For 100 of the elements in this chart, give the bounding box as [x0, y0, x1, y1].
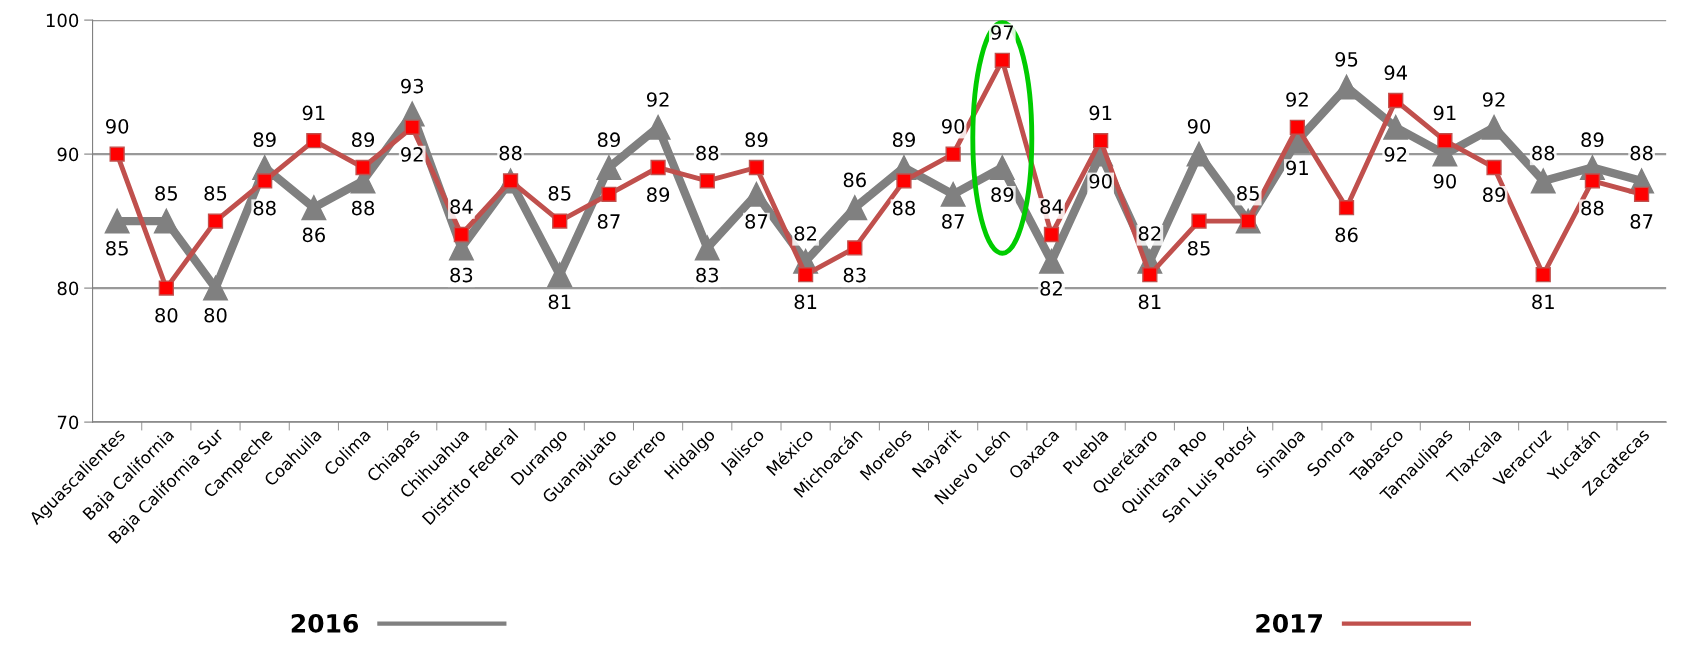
data-label: 90: [1089, 173, 1112, 189]
point: [596, 154, 622, 181]
data-label: 88: [1581, 200, 1604, 216]
data-label: 80: [204, 307, 227, 323]
point: [158, 280, 174, 296]
data-label: 92: [1482, 92, 1505, 107]
point: [1038, 248, 1064, 274]
point: [1338, 200, 1355, 216]
data-label: 85: [548, 185, 571, 201]
point: [896, 173, 912, 189]
point: [1093, 133, 1109, 149]
data-label: 89: [991, 187, 1014, 202]
point: [203, 275, 229, 301]
point: [104, 208, 130, 234]
data-label: 92: [401, 147, 423, 162]
data-label: 89: [253, 132, 276, 148]
data-label: 89: [745, 132, 768, 148]
data-label: 82: [794, 226, 817, 241]
data-label: 88: [499, 145, 522, 161]
data-label: 89: [1483, 187, 1506, 202]
data-label: 95: [1335, 51, 1358, 67]
data-label: 92: [1286, 92, 1308, 107]
point: [1584, 173, 1601, 189]
data-label: 82: [1138, 226, 1161, 241]
data-label: 85: [106, 240, 128, 256]
point: [989, 154, 1015, 181]
data-label: 88: [253, 200, 276, 216]
point: [1289, 119, 1305, 135]
data-label: 87: [745, 214, 768, 229]
data-label: 85: [155, 185, 177, 201]
data-label: 88: [696, 145, 719, 161]
point: [797, 267, 814, 283]
point: [650, 159, 666, 176]
data-label: 81: [548, 294, 571, 310]
point: [355, 159, 371, 176]
data-label: 81: [1532, 294, 1554, 310]
point: [1437, 133, 1453, 149]
data-label: 80: [155, 307, 178, 323]
data-label: 81: [1138, 294, 1161, 310]
data-label: 88: [1532, 145, 1555, 161]
data-label: 91: [1433, 105, 1456, 121]
point: [257, 173, 273, 189]
data-label: 86: [843, 172, 866, 188]
data-label: 89: [1581, 132, 1604, 148]
data-label: 90: [106, 118, 129, 134]
point: [1633, 186, 1650, 202]
point: [694, 235, 720, 261]
y-tick-label: 90: [57, 147, 79, 162]
data-label: 84: [1040, 199, 1063, 215]
point: [1383, 114, 1409, 140]
legend-label: 2017: [1256, 613, 1322, 633]
point: [1191, 213, 1207, 229]
point: [994, 52, 1010, 68]
data-label: 85: [1187, 240, 1210, 256]
data-label: 84: [450, 199, 473, 215]
point: [453, 226, 470, 243]
y-tick-label: 70: [57, 415, 79, 430]
point: [1530, 168, 1556, 194]
data-label: 90: [1187, 118, 1211, 134]
data-label: 88: [892, 200, 915, 216]
legend-label: 2016: [291, 613, 359, 633]
point: [847, 240, 863, 256]
data-label: 89: [892, 132, 915, 148]
data-label: 91: [302, 105, 325, 121]
data-label: 89: [647, 187, 670, 202]
point: [301, 195, 327, 221]
data-label: 87: [942, 214, 964, 229]
data-label: 86: [1335, 227, 1358, 243]
data-label: 87: [1630, 214, 1653, 229]
data-label: 94: [1384, 65, 1407, 81]
data-label: 85: [204, 185, 227, 201]
data-label: 81: [794, 294, 817, 310]
data-label: 83: [696, 267, 719, 283]
data-label: 92: [646, 92, 669, 107]
point: [1142, 267, 1158, 283]
point: [1186, 141, 1212, 167]
point: [1486, 159, 1502, 176]
data-label: 91: [1089, 105, 1112, 121]
y-tick-label: 80: [57, 281, 79, 296]
point: [547, 262, 573, 288]
data-label: 89: [351, 132, 375, 148]
data-label: 97: [991, 25, 1014, 40]
data-label: 92: [1384, 147, 1407, 162]
data-label: 90: [1433, 173, 1456, 189]
data-label: 88: [1630, 145, 1653, 161]
point: [153, 208, 179, 234]
point: [748, 159, 765, 176]
point: [404, 119, 420, 135]
data-label: 83: [450, 267, 473, 283]
point: [552, 213, 568, 229]
data-label: 90: [941, 118, 965, 134]
data-label: 87: [597, 214, 620, 229]
point: [109, 146, 125, 162]
point: [940, 181, 966, 207]
point: [699, 173, 715, 189]
point: [1388, 92, 1404, 109]
data-label: 86: [302, 227, 325, 243]
data-label: 82: [1040, 281, 1062, 296]
point: [945, 146, 961, 162]
data-label: 89: [597, 132, 620, 148]
